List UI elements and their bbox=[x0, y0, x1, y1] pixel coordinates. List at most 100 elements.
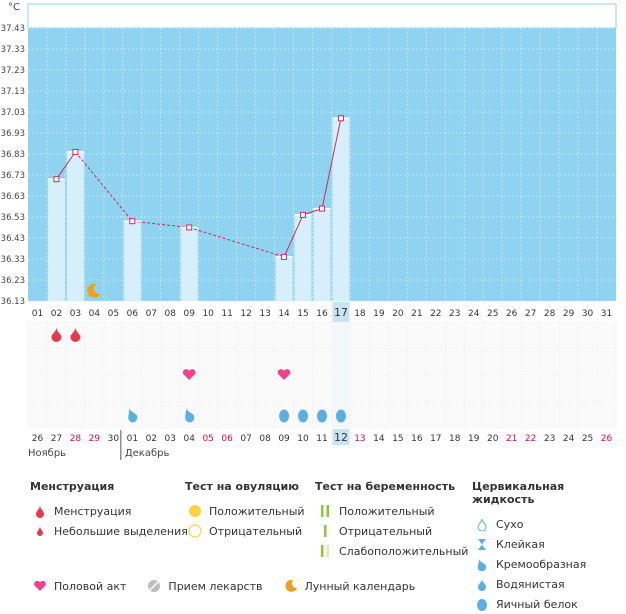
cycle-date-label: 12 bbox=[334, 431, 348, 444]
day-label: 09 bbox=[183, 309, 195, 319]
temperature-point bbox=[186, 224, 193, 231]
highlight-day-cell bbox=[332, 302, 350, 322]
pill-icon bbox=[144, 578, 164, 594]
month-label-left: Ноябрь bbox=[28, 448, 66, 459]
legend-pregnancy: Тест на беременность Положительный Отриц… bbox=[315, 480, 468, 561]
day-label: 07 bbox=[146, 309, 157, 319]
cycle-date-label: 21 bbox=[506, 434, 517, 444]
cycle-date-label: 18 bbox=[449, 434, 461, 444]
day-label: 14 bbox=[278, 309, 290, 319]
heart-icon bbox=[277, 369, 291, 380]
cycle-date-label: 11 bbox=[316, 434, 327, 444]
temperature-line-segment bbox=[132, 220, 190, 228]
small-drop-icon bbox=[30, 523, 50, 539]
day-label: 24 bbox=[468, 309, 480, 319]
legend-item-preg-positive: Положительный bbox=[339, 504, 435, 518]
day-label: 05 bbox=[108, 309, 119, 319]
day-label: 19 bbox=[373, 309, 385, 319]
one-line-icon bbox=[315, 523, 335, 539]
creamy-icon bbox=[472, 556, 492, 572]
y-tick-label: 37.23 bbox=[1, 66, 25, 76]
day-label: 18 bbox=[354, 309, 366, 319]
legend-bottom-row: Половой акт Прием лекарств Лунный календ… bbox=[30, 578, 415, 594]
egg-white-icon bbox=[472, 596, 492, 612]
temperature-bar bbox=[332, 118, 350, 301]
moon-icon bbox=[281, 578, 301, 594]
cycle-date-label: 30 bbox=[108, 434, 120, 444]
y-tick-label: 37.33 bbox=[1, 45, 25, 55]
y-tick-label: 36.63 bbox=[1, 192, 25, 202]
egg-white-fluid-icon bbox=[335, 409, 346, 423]
cycle-date-label: 03 bbox=[165, 434, 176, 444]
cycle-date-label: 20 bbox=[487, 434, 499, 444]
heart-icon bbox=[30, 578, 50, 594]
legend-menstruation-title: Менструация bbox=[30, 480, 115, 493]
cycle-date-label: 05 bbox=[202, 434, 213, 444]
cycle-date-label: 15 bbox=[392, 434, 403, 444]
y-tick-label: 36.73 bbox=[1, 171, 25, 181]
cycle-date-label: 04 bbox=[183, 434, 195, 444]
temperature-point bbox=[53, 176, 60, 183]
temperature-bar bbox=[313, 208, 331, 301]
legend-pregnancy-title: Тест на беременность bbox=[315, 480, 456, 493]
cycle-date-label: 24 bbox=[563, 434, 575, 444]
highlight-symbol-col bbox=[332, 322, 350, 428]
empty-circle-icon bbox=[185, 523, 205, 539]
legend-item-preg-faint: Слабоположительный bbox=[339, 544, 469, 558]
temperature-bar bbox=[47, 179, 65, 301]
legend-item-creamy: Кремообразная bbox=[496, 557, 587, 571]
menstruation-drop bbox=[70, 327, 81, 342]
y-tick-label: 36.53 bbox=[1, 213, 25, 223]
day-label: 04 bbox=[89, 309, 101, 319]
y-axis-unit: °C bbox=[8, 2, 20, 13]
day-label: 12 bbox=[240, 309, 251, 319]
y-tick-label: 36.83 bbox=[1, 150, 25, 160]
day-label: 03 bbox=[70, 309, 81, 319]
day-label: 23 bbox=[449, 309, 460, 319]
cycle-date-label: 22 bbox=[525, 434, 536, 444]
y-tick-label: 37.13 bbox=[1, 87, 25, 97]
day-label: 01 bbox=[32, 309, 43, 319]
cycle-date-label: 09 bbox=[278, 434, 290, 444]
cycle-date-label: 10 bbox=[297, 434, 309, 444]
day-label: 17 bbox=[334, 306, 348, 319]
cycle-date-label: 01 bbox=[127, 434, 138, 444]
day-label: 08 bbox=[165, 309, 177, 319]
y-tick-label: 36.33 bbox=[1, 255, 25, 265]
day-label: 10 bbox=[202, 309, 214, 319]
legend-item-watery: Водянистая bbox=[496, 577, 565, 591]
day-label: 27 bbox=[525, 309, 536, 319]
day-label: 22 bbox=[430, 309, 441, 319]
day-label: 11 bbox=[221, 309, 232, 319]
sticky-icon bbox=[472, 536, 492, 552]
drop-icon bbox=[30, 503, 50, 519]
egg-white-fluid-icon bbox=[298, 409, 309, 423]
cycle-date-label: 07 bbox=[240, 434, 251, 444]
cycle-date-label: 06 bbox=[221, 434, 233, 444]
legend-item-ovul-positive: Положительный bbox=[209, 504, 305, 518]
bbt-chart: 37.43 37.33 37.23 37.13 37.03 36.93 36.83 36.73… bbox=[1, 2, 617, 460]
temperature-line-segment bbox=[189, 227, 285, 258]
cycle-date-label: 08 bbox=[259, 434, 271, 444]
day-label: 31 bbox=[601, 309, 612, 319]
temperature-point bbox=[72, 148, 79, 155]
watery-drop-icon bbox=[472, 576, 492, 592]
legend-item-spotting: Небольшие выделения bbox=[54, 524, 188, 538]
temperature-line-segment bbox=[302, 208, 323, 216]
temperature-point bbox=[129, 218, 136, 225]
day-label: 29 bbox=[563, 309, 575, 319]
temperature-line-segment bbox=[321, 118, 342, 209]
temperature-line-segment bbox=[56, 151, 76, 180]
legend-cervical-fluid: Цервикальная жидкость Сухо Клейкая Кремо… bbox=[472, 480, 626, 614]
legend-item-egg-white: Яичный белок bbox=[496, 597, 578, 611]
legend-item-sticky: Клейкая bbox=[496, 537, 545, 551]
day-label: 16 bbox=[316, 309, 328, 319]
y-tick-label: 36.23 bbox=[1, 276, 25, 286]
cycle-date-label: 23 bbox=[544, 434, 555, 444]
temperature-point bbox=[300, 211, 307, 218]
day-label: 20 bbox=[392, 309, 404, 319]
temperature-line-segment bbox=[283, 214, 304, 258]
cycle-date-label: 14 bbox=[373, 434, 385, 444]
legend-menstruation: Менструация Менструация Небольшие выделе… bbox=[30, 480, 188, 541]
legend-item-moon: Лунный календарь bbox=[304, 579, 416, 593]
